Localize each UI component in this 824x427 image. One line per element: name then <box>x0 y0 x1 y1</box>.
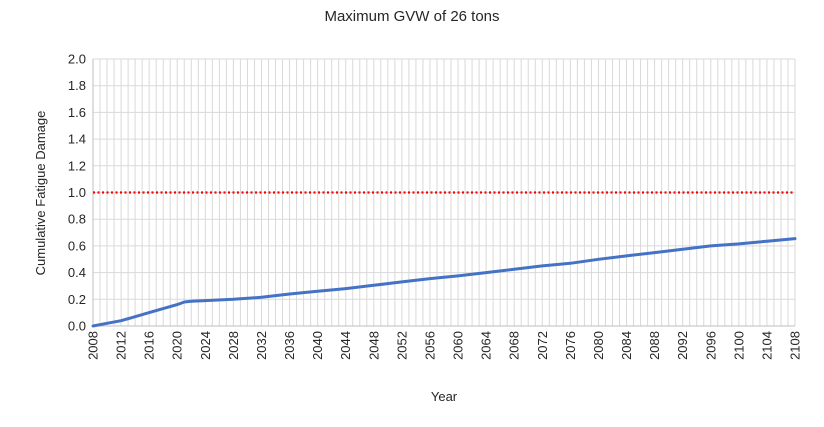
x-tick-label: 2024 <box>198 331 213 360</box>
x-tick-labels: 2008 2012 2016 2020 2024 2028 2032 2036 2040 2044… <box>86 331 803 360</box>
y-tick-label: 0.0 <box>68 319 86 334</box>
x-tick-label: 2028 <box>226 331 241 360</box>
x-tick-label: 2012 <box>114 331 129 360</box>
x-tick-label: 2068 <box>507 331 522 360</box>
y-tick-label: 0.8 <box>68 212 86 227</box>
y-tick-label: 0.6 <box>68 238 86 253</box>
y-tick-label: 2.0 <box>68 52 86 67</box>
y-tick-label: 0.4 <box>68 265 86 280</box>
x-tick-label: 2060 <box>451 331 466 360</box>
y-axis-title: Cumulative Fatigue Damage <box>33 111 48 276</box>
y-tick-label: 0.2 <box>68 292 86 307</box>
x-tick-label: 2076 <box>563 331 578 360</box>
x-axis-title: Year <box>431 389 458 404</box>
x-tick-label: 2020 <box>170 331 185 360</box>
series-lines <box>91 237 797 328</box>
y-tick-label: 1.4 <box>68 132 86 147</box>
x-tick-label: 2016 <box>142 331 157 360</box>
x-tick-label: 2108 <box>788 331 803 360</box>
chart-title: Maximum GVW of 26 tons <box>324 8 499 25</box>
x-tick-label: 2036 <box>282 331 297 360</box>
x-tick-label: 2064 <box>479 331 494 360</box>
x-tick-label: 2032 <box>254 331 269 360</box>
y-tick-label: 1.8 <box>68 78 86 93</box>
y-tick-label: 1.0 <box>68 185 86 200</box>
x-tick-label: 2008 <box>86 331 101 360</box>
x-tick-label: 2056 <box>422 331 437 360</box>
series-line <box>91 237 797 328</box>
x-tick-label: 2104 <box>759 331 774 360</box>
x-tick-label: 2084 <box>619 331 634 360</box>
x-tick-label: 2048 <box>366 331 381 360</box>
x-tick-label: 2100 <box>731 331 746 360</box>
x-tick-label: 2088 <box>647 331 662 360</box>
x-tick-label: 2092 <box>675 331 690 360</box>
x-tick-label: 2040 <box>310 331 325 360</box>
x-tick-label: 2096 <box>703 331 718 360</box>
y-tick-label: 1.6 <box>68 105 86 120</box>
y-tick-label: 1.2 <box>68 158 86 173</box>
y-tick-labels: 0.0 0.2 0.4 0.6 0.8 1.0 1.2 1.4 1.6 1.8 2.0 <box>68 52 86 334</box>
x-tick-label: 2080 <box>591 331 606 360</box>
x-tick-label: 2052 <box>394 331 409 360</box>
x-tick-label: 2044 <box>338 331 353 360</box>
x-tick-label: 2072 <box>535 331 550 360</box>
